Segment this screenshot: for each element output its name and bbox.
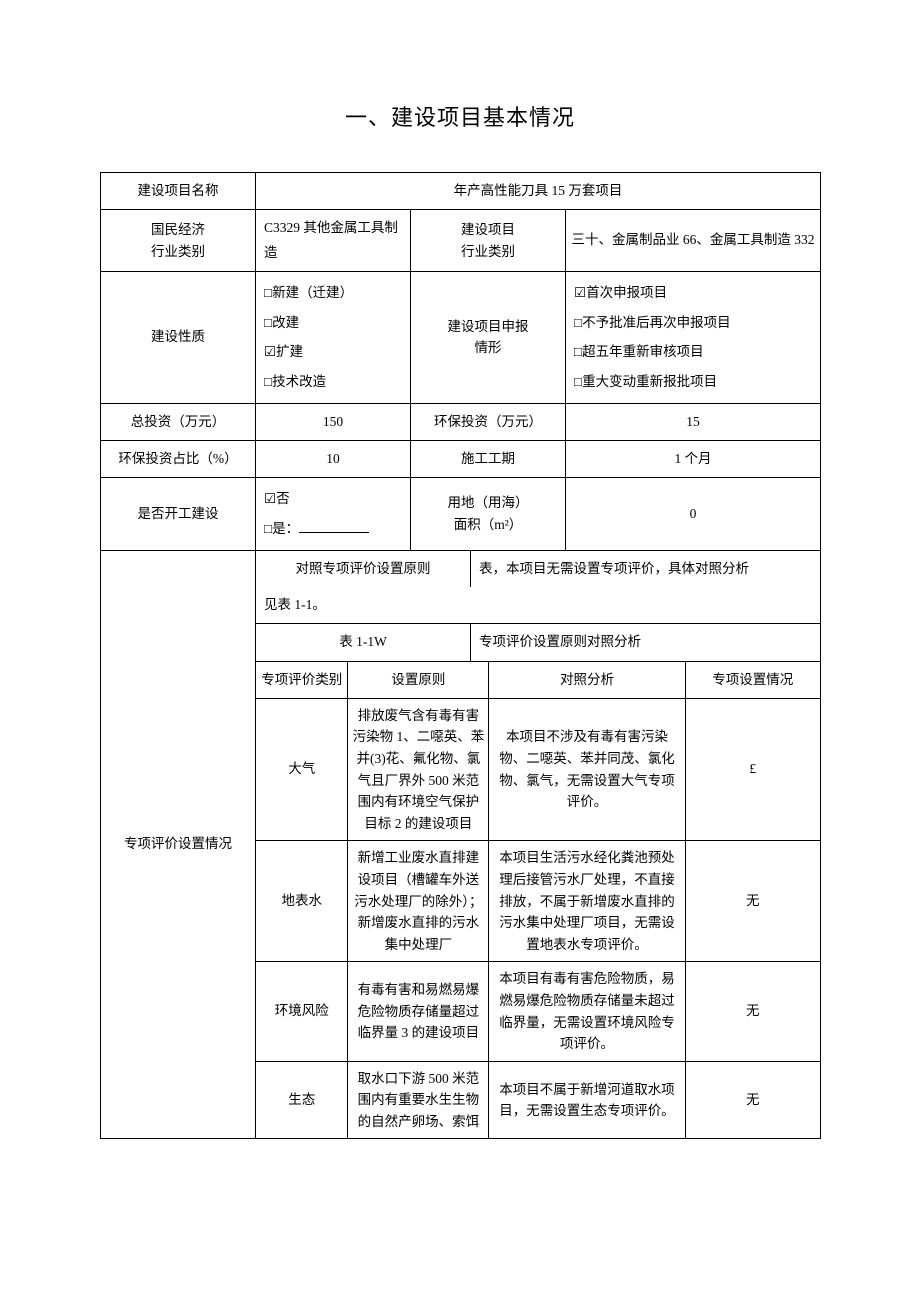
sub-row-result: £ (685, 698, 820, 841)
sub-row-cat: 地表水 (256, 841, 348, 962)
env-invest-label: 环保投资（万元） (411, 403, 566, 440)
nature-options: □新建（迁建） □改建 ☑扩建 □技术改造 (256, 271, 411, 403)
sub-header-principle: 设置原则 (348, 661, 489, 698)
econ-category-label: 国民经济 行业类别 (101, 210, 256, 272)
sub-row-result: 无 (685, 962, 820, 1061)
started-yes: □是： (264, 521, 299, 536)
project-category-value: 三十、金属制品业 66、金属工具制造 332 (566, 210, 821, 272)
sub-row-analysis: 本项目不涉及有毒有害污染物、二噁英、苯并同茂、氯化物、氯气，无需设置大气专项评价… (489, 698, 685, 841)
started-options: ☑否 □是： (256, 478, 411, 550)
land-value: 0 (566, 478, 821, 550)
nature-label: 建设性质 (101, 271, 256, 403)
sub-row-principle: 取水口下游 500 米范围内有重要水生生物的自然产卵场、索饵 (348, 1061, 489, 1138)
env-invest-value: 15 (566, 403, 821, 440)
sub-row-principle: 新增工业废水直排建设项目（槽罐车外送污水处理厂的除外）；新增废水直排的污水集中处… (348, 841, 489, 962)
special-content: 对照专项评价设置原则 表，本项目无需设置专项评价，具体对照分析 见表 1-1。 … (256, 550, 821, 1139)
sub-row-cat: 生态 (256, 1061, 348, 1138)
special-intro-2: 表，本项目无需设置专项评价，具体对照分析 (471, 551, 820, 587)
situation-label: 建设项目申报 情形 (411, 271, 566, 403)
sub-row-cat: 环境风险 (256, 962, 348, 1061)
project-name-value: 年产高性能刀具 15 万套项目 (256, 173, 821, 210)
special-label: 专项评价设置情况 (101, 550, 256, 1139)
env-ratio-label: 环保投资占比（%） (101, 440, 256, 477)
sub-header-result: 专项设置情况 (685, 661, 820, 698)
started-no: ☑否 (264, 491, 290, 506)
duration-label: 施工工期 (411, 440, 566, 477)
econ-category-value: C3329 其他金属工具制造 (256, 210, 411, 272)
started-yes-blank (299, 519, 369, 533)
sub-row-result: 无 (685, 1061, 820, 1138)
project-category-label: 建设项目 行业类别 (411, 210, 566, 272)
special-caption-1: 表 1-1W (256, 624, 471, 661)
duration-value: 1 个月 (566, 440, 821, 477)
started-label: 是否开工建设 (101, 478, 256, 550)
special-inner-table: 对照专项评价设置原则 表，本项目无需设置专项评价，具体对照分析 见表 1-1。 … (256, 551, 820, 1139)
sub-header-cat: 专项评价类别 (256, 661, 348, 698)
total-invest-label: 总投资（万元） (101, 403, 256, 440)
sub-row-analysis: 本项目有毒有害危险物质，易燃易爆危险物质存储量未超过临界量，无需设置环境风险专项… (489, 962, 685, 1061)
sub-row-analysis: 本项目不属于新增河道取水项目，无需设置生态专项评价。 (489, 1061, 685, 1138)
page-title: 一、建设项目基本情况 (100, 100, 820, 132)
sub-row-principle: 有毒有害和易燃易爆危险物质存储量超过临界量 3 的建设项目 (348, 962, 489, 1061)
main-table: 建设项目名称 年产高性能刀具 15 万套项目 国民经济 行业类别 C3329 其… (100, 172, 821, 1139)
special-intro-3: 见表 1-1。 (256, 587, 820, 624)
sub-row-result: 无 (685, 841, 820, 962)
sub-row-analysis: 本项目生活污水经化粪池预处理后接管污水厂处理，不直接排放，不属于新增废水直排的污… (489, 841, 685, 962)
env-ratio-value: 10 (256, 440, 411, 477)
project-name-label: 建设项目名称 (101, 173, 256, 210)
special-intro-1: 对照专项评价设置原则 (256, 551, 471, 587)
sub-row-cat: 大气 (256, 698, 348, 841)
sub-header-analysis: 对照分析 (489, 661, 685, 698)
total-invest-value: 150 (256, 403, 411, 440)
land-label: 用地（用海） 面积（m²） (411, 478, 566, 550)
special-caption-2: 专项评价设置原则对照分析 (471, 624, 820, 661)
sub-row-principle: 排放废气含有毒有害污染物 1、二噁英、苯并(3)花、氟化物、氯气且厂界外 500… (348, 698, 489, 841)
situation-options: ☑首次申报项目 □不予批准后再次申报项目 □超五年重新审核项目 □重大变动重新报… (566, 271, 821, 403)
